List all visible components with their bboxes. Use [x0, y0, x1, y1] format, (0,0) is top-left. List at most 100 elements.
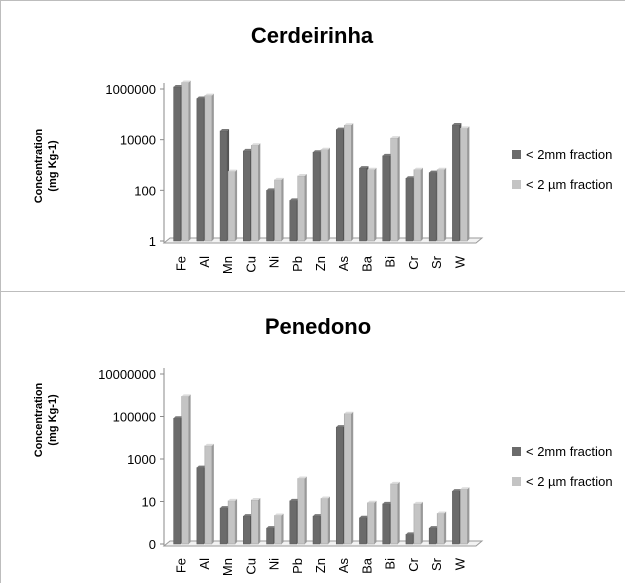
bar-pb-series-1: [289, 498, 299, 545]
y-tick-label: 1: [149, 234, 156, 249]
legend-label-series-1: < 2mm fraction: [526, 444, 612, 459]
bar-al-series-1: [196, 465, 206, 545]
bar-mn-series-1: [219, 128, 230, 242]
legend-swatch-series-2: [512, 477, 521, 486]
bar-ni-series-2: [274, 177, 284, 242]
x-tick-label-w: W: [452, 255, 467, 268]
bar-as-series-1: [335, 425, 346, 545]
bar-sr-series-1: [428, 526, 439, 545]
bar-cu-series-1: [243, 514, 253, 545]
bar-cu-series-2: [251, 497, 261, 545]
bar-as-series-2: [343, 411, 354, 545]
bar-ba-series-1: [359, 515, 369, 545]
bar-bi-series-1: [382, 153, 392, 242]
chart-panel-cerdeirinha: Cerdeirinha Concentration (mg Kg-1) 1 100 100…: [0, 0, 625, 292]
bar-zn-series-2: [320, 147, 330, 242]
bar-pb-series-2: [297, 476, 307, 545]
x-tick-label-cu: Cu: [243, 256, 258, 273]
x-tick-label-fe: Fe: [174, 256, 189, 271]
y-tick-label: 1000000: [105, 82, 156, 97]
x-tick-label-zn: Zn: [313, 256, 328, 271]
bar-sr-series-2: [436, 167, 447, 242]
x-tick-label-w: W: [452, 557, 467, 570]
bar-cr-series-1: [405, 176, 415, 242]
bar-w-series-1: [452, 122, 462, 242]
x-tick-label-al: Al: [197, 558, 212, 570]
x-tick-label-bi: Bi: [383, 558, 398, 570]
x-tick-label-as: As: [336, 256, 351, 272]
x-tick-label-as: As: [336, 558, 351, 574]
bar-pb-series-1: [289, 198, 299, 242]
legend-swatch-series-1: [512, 150, 521, 159]
x-tick-label-cu: Cu: [243, 558, 258, 575]
bar-fe-series-1: [173, 416, 183, 545]
y-tick-label: 10000: [120, 133, 156, 148]
chart-panel-penedono: Penedono Concentration (mg Kg-1) 0 10 1000 100…: [0, 292, 625, 583]
x-tick-label-sr: Sr: [429, 557, 444, 571]
bar-cu-series-2: [251, 143, 261, 242]
y-axis-label: Concentration (mg Kg-1): [33, 128, 59, 203]
bar-ba-series-1: [359, 166, 369, 242]
bar-ni-series-2: [274, 513, 284, 545]
bar-cr-series-1: [405, 532, 415, 545]
x-tick-label-fe: Fe: [174, 558, 189, 573]
y-tick-label: 100000: [113, 410, 156, 425]
legend-swatch-series-2: [512, 180, 521, 189]
legend-swatch-series-1: [512, 447, 521, 456]
bar-al-series-2: [204, 443, 214, 545]
y-tick-label: 100: [134, 183, 156, 198]
bar-al-series-2: [204, 93, 214, 242]
x-tick-label-ni: Ni: [267, 256, 282, 268]
x-tick-label-ba: Ba: [359, 557, 374, 574]
x-tick-label-ba: Ba: [359, 255, 374, 272]
bar-fe-series-2: [181, 394, 191, 545]
bar-ni-series-1: [266, 188, 276, 242]
bar-bi-series-2: [390, 481, 400, 545]
x-tick-label-pb: Pb: [290, 256, 305, 272]
bar-ni-series-1: [266, 526, 276, 545]
bar-bi-series-1: [382, 501, 392, 545]
x-tick-label-ni: Ni: [267, 558, 282, 570]
bar-fe-series-1: [173, 84, 183, 242]
bar-sr-series-1: [428, 170, 439, 242]
chart-title: Cerdeirinha: [251, 23, 374, 48]
x-tick-label-bi: Bi: [383, 256, 398, 268]
legend-label-series-2: < 2 µm fraction: [526, 177, 613, 192]
bar-mn-series-2: [227, 498, 238, 545]
y-tick-label: 10000000: [98, 367, 156, 382]
bar-as-series-1: [335, 127, 346, 242]
bar-pb-series-2: [297, 173, 307, 242]
bar-cr-series-2: [413, 167, 423, 242]
bar-zn-series-2: [320, 496, 330, 545]
x-tick-label-mn: Mn: [220, 558, 235, 576]
bar-as-series-2: [343, 123, 354, 242]
y-tick-label: 0: [149, 537, 156, 552]
bar-mn-series-2: [227, 169, 238, 242]
x-tick-label-zn: Zn: [313, 558, 328, 573]
legend-label-series-1: < 2mm fraction: [526, 147, 612, 162]
chart-svg-cerdeirinha: Cerdeirinha Concentration (mg Kg-1) 1 100 100…: [33, 23, 613, 274]
x-tick-label-al: Al: [197, 256, 212, 268]
x-tick-label-sr: Sr: [429, 255, 444, 269]
x-tick-label-cr: Cr: [406, 557, 421, 571]
bar-mn-series-1: [219, 506, 230, 545]
x-tick-label-mn: Mn: [220, 256, 235, 274]
chart-svg-penedono: Penedono Concentration (mg Kg-1) 0 10 1000 100…: [33, 314, 613, 576]
bar-al-series-1: [196, 96, 206, 242]
bar-cr-series-2: [413, 501, 423, 545]
bar-w-series-1: [452, 489, 462, 545]
bar-sr-series-2: [436, 511, 447, 545]
x-tick-label-pb: Pb: [290, 558, 305, 574]
bar-ba-series-2: [367, 500, 377, 545]
bar-w-series-2: [460, 126, 470, 242]
chart-title: Penedono: [265, 314, 371, 339]
bar-bi-series-2: [390, 136, 400, 242]
bar-zn-series-1: [312, 514, 322, 545]
y-tick-label: 10: [142, 495, 156, 510]
y-axis-label: Concentration (mg Kg-1): [33, 382, 59, 457]
bar-zn-series-1: [312, 150, 322, 242]
bar-fe-series-2: [181, 80, 191, 242]
y-tick-label: 1000: [127, 452, 156, 467]
bar-w-series-2: [460, 487, 470, 545]
bar-ba-series-2: [367, 167, 377, 242]
